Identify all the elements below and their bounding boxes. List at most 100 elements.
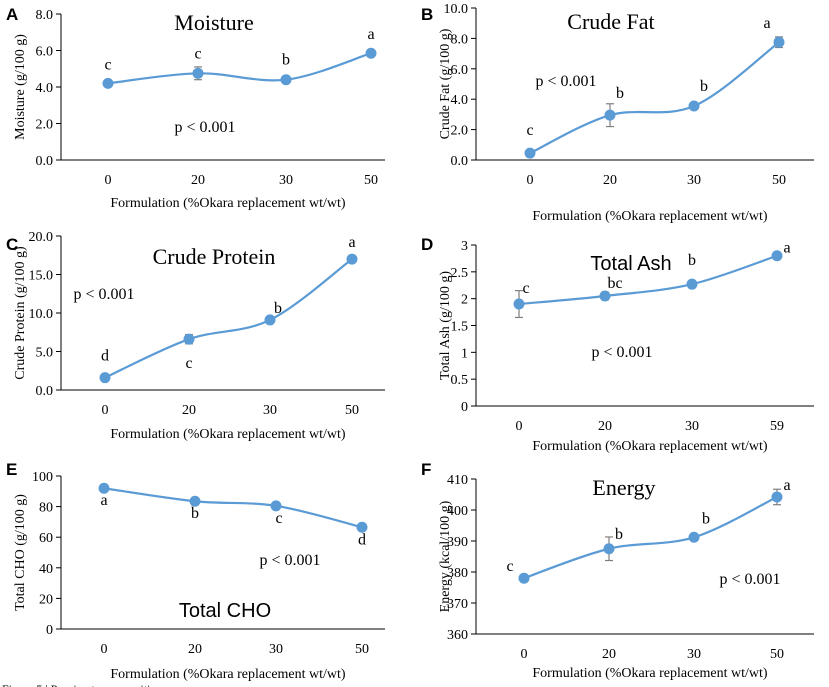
significance-letter: d: [101, 348, 109, 365]
y-tick-label: 15.0: [29, 269, 54, 284]
y-tick-label: 8.0: [36, 8, 54, 23]
significance-letter: b: [274, 300, 282, 317]
x-tick-label: 30: [685, 419, 699, 434]
y-tick-label: 6.0: [36, 45, 54, 60]
y-tick-label: 20.0: [29, 230, 54, 245]
data-point: [192, 67, 204, 79]
x-tick-label: 20: [182, 403, 196, 418]
data-point: [99, 372, 111, 384]
y-tick-label: 360: [447, 628, 468, 643]
x-tick-label: 50: [355, 642, 369, 657]
x-tick-label: 0: [527, 173, 534, 188]
x-axis-label: Formulation (%Okara replacement wt/wt): [110, 427, 346, 442]
series-line: [529, 41, 780, 155]
panel-a: A 0.0 2.0 4.0 6.0 8.0 Moisture (g/100 g) 0 20 30 5…: [6, 5, 385, 211]
data-point: [518, 572, 530, 584]
x-tick-label: 20: [191, 173, 205, 188]
data-point: [102, 77, 114, 89]
significance-letter: a: [367, 26, 374, 43]
significance-letter: b: [702, 510, 710, 527]
y-tick-label: 80: [39, 501, 53, 516]
x-tick-label: 0: [102, 403, 109, 418]
x-tick-label: 30: [279, 173, 293, 188]
panel-letter: E: [6, 460, 17, 479]
y-tick-label: 0.0: [36, 384, 54, 399]
p-value-annotation: p < 0.001: [591, 344, 652, 361]
data-point: [513, 298, 525, 310]
y-tick-label: 100: [32, 470, 53, 485]
p-value-annotation: p < 0.001: [73, 286, 134, 303]
x-tick-label: 20: [598, 419, 612, 434]
x-tick-label: 30: [687, 173, 701, 188]
data-point: [365, 47, 377, 59]
y-axis-label: Moisture (g/100 g): [13, 34, 28, 140]
data-point: [599, 290, 611, 302]
y-tick-label: 20: [39, 592, 53, 607]
x-tick-label: 50: [345, 403, 359, 418]
y-tick-label: 6.0: [451, 63, 469, 78]
data-point: [346, 253, 358, 265]
data-point: [356, 521, 368, 533]
panel-d: D 0 0.5 1 1.5 2 2.5 3 Total Ash (g/100 g) 0 20 30 59…: [421, 235, 814, 454]
chart-title: Crude Protein: [153, 244, 276, 269]
data-point: [688, 531, 700, 543]
y-tick-label: 4.0: [451, 93, 469, 108]
significance-letter: b: [282, 52, 290, 69]
panel-f: F 360 370 380 390 400 410 Energy (kcal/100 g) 0 2…: [421, 460, 814, 681]
y-tick-label: 0.5: [451, 373, 469, 388]
x-tick-label: 0: [101, 642, 108, 657]
panel-letter: B: [421, 5, 433, 24]
significance-letter: a: [348, 234, 355, 251]
x-tick-label: 50: [772, 173, 786, 188]
series-line: [103, 487, 363, 529]
significance-letter: b: [616, 85, 624, 102]
y-tick-label: 370: [447, 597, 468, 612]
data-point: [771, 491, 783, 503]
x-axis-label: Formulation (%Okara replacement wt/wt): [532, 666, 768, 681]
significance-letter: bc: [607, 275, 622, 292]
y-axis-label: Total Ash (g/100 g): [438, 271, 453, 380]
significance-letter: b: [688, 252, 696, 269]
significance-letter: b: [191, 505, 199, 522]
y-axis-label: Total CHO (g/100 g): [13, 494, 28, 611]
panel-e: E 0 20 40 60 80 100 Total CHO (g/100 g) 0 20 30 50 F…: [6, 460, 385, 682]
y-tick-label: 10.0: [29, 307, 54, 322]
x-tick-label: 30: [269, 642, 283, 657]
chart-title: Crude Fat: [567, 9, 654, 34]
x-tick-label: 30: [263, 403, 277, 418]
x-tick-label: 20: [603, 173, 617, 188]
data-point: [183, 333, 195, 345]
y-tick-label: 3: [461, 239, 468, 254]
significance-letter: c: [526, 122, 533, 139]
significance-letter: c: [104, 56, 111, 73]
data-point: [771, 250, 783, 262]
x-tick-label: 20: [188, 642, 202, 657]
significance-letter: c: [185, 355, 192, 372]
significance-letter: c: [506, 558, 513, 575]
data-point: [98, 482, 110, 494]
y-tick-label: 2: [461, 293, 468, 308]
chart-title: Energy: [592, 475, 655, 500]
data-point: [686, 278, 698, 290]
p-value-annotation: p < 0.001: [535, 73, 596, 90]
y-tick-label: 0.0: [36, 154, 54, 169]
significance-letter: a: [100, 492, 107, 509]
y-tick-label: 8.0: [451, 32, 469, 47]
significance-letter: b: [700, 78, 708, 95]
data-point: [280, 74, 292, 86]
data-point: [603, 543, 615, 555]
significance-letter: a: [783, 240, 790, 257]
x-tick-label: 20: [602, 647, 616, 662]
chart-title: Total Ash: [590, 253, 671, 275]
series-line: [518, 254, 778, 306]
y-tick-label: 2.0: [36, 118, 54, 133]
y-tick-label: 400: [447, 504, 468, 519]
y-axis-label: Crude Fat (g/100 g): [438, 28, 453, 139]
x-axis-label: Formulation (%Okara replacement wt/wt): [110, 667, 346, 682]
y-tick-label: 0: [46, 623, 53, 638]
y-tick-label: 40: [39, 562, 53, 577]
x-axis-label: Formulation (%Okara replacement wt/wt): [532, 439, 768, 454]
figure-caption-fragment: Figure 5 | Proximate composition ...: [2, 682, 174, 687]
chart-title: Moisture: [174, 10, 253, 35]
